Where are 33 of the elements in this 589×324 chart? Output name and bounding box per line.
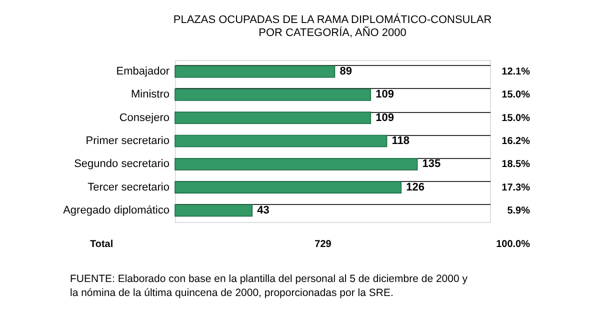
- y-tick-label: Segundo secretario: [74, 158, 170, 170]
- y-tick-label: Primer secretario: [86, 135, 170, 147]
- bar: [174, 181, 402, 194]
- bar: [174, 204, 253, 217]
- y-tick-label: Consejero: [119, 112, 170, 124]
- text: 100.0%: [496, 239, 530, 250]
- data-label: 89: [340, 66, 352, 78]
- text: 16.2%: [502, 136, 530, 147]
- text: 5.9%: [507, 205, 530, 216]
- text: Total: [90, 239, 114, 250]
- data-label: 109: [376, 88, 394, 101]
- text: 15.0%: [502, 90, 530, 101]
- text: 15.0%: [502, 112, 530, 124]
- y-tick-label: Ministro: [130, 88, 170, 101]
- text: 12.1%: [502, 66, 530, 78]
- bar: [174, 65, 336, 78]
- source-note: FUENTE: Elaborado con base en la plantilla del personal al 5 de diciembre de 2000 y la nómina de la última quincena de 2000, proporcionadas por la SRE.: [70, 273, 468, 299]
- text: 729: [314, 239, 332, 250]
- data-label: 126: [406, 181, 425, 194]
- bar: [174, 158, 418, 170]
- data-label: 43: [257, 204, 270, 216]
- bar: [174, 134, 388, 148]
- data-label: 135: [422, 158, 441, 170]
- chart-title: PLAZAS OCUPADAS DE LA RAMA DIPLOMÁTICO-CONSULAR POR CATEGORÍA, AÑO 2000: [173, 13, 492, 39]
- text: 18.5%: [502, 159, 530, 170]
- data-label: 118: [392, 135, 410, 147]
- y-tick-label: Tercer secretario: [88, 181, 170, 194]
- y-tick-label: Agregado diplomático: [63, 204, 170, 216]
- bar: [174, 112, 372, 124]
- text: 17.3%: [502, 182, 530, 194]
- bar: [174, 88, 372, 101]
- data-label: 109: [376, 112, 394, 124]
- y-tick-label: Embajador: [116, 66, 170, 78]
